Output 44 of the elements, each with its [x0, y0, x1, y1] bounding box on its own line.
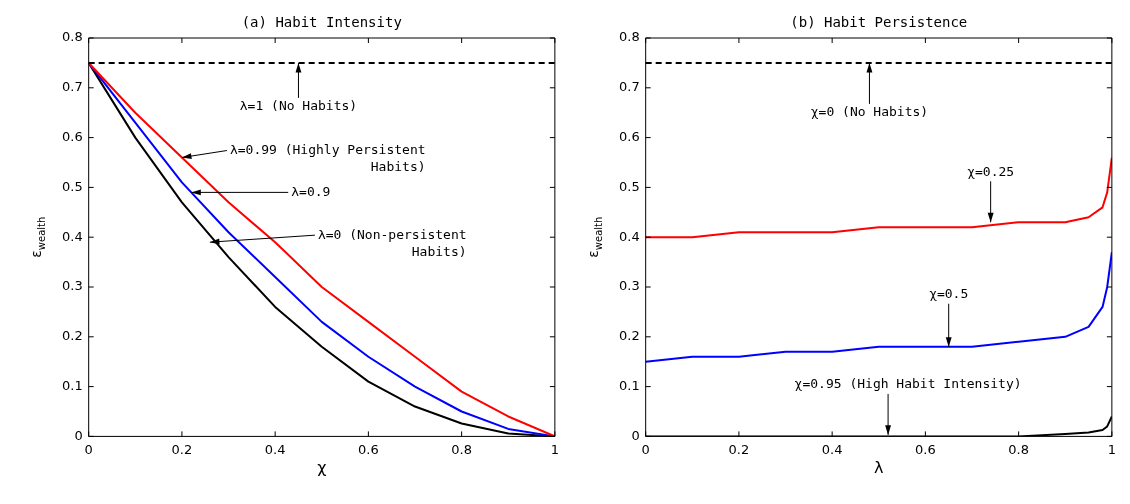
y-tick-label: 0.4 [61, 228, 83, 244]
y-tick-label: 0.8 [61, 29, 83, 45]
y-tick-label: 0.4 [618, 228, 640, 244]
y-tick-label: 0.6 [618, 128, 640, 144]
x-tick-label: 0.4 [264, 441, 286, 457]
x-tick-label: 0.8 [451, 441, 472, 457]
y-tick-label: 0.5 [61, 178, 83, 194]
x-tick-label: 0.8 [1008, 441, 1029, 457]
x-axis-title: χ [317, 457, 327, 477]
y-tick-label: 0.6 [61, 128, 83, 144]
y-tick-label: 0.8 [618, 29, 640, 45]
x-tick-label: 0.2 [171, 441, 193, 457]
annotation: λ=1 (No Habits) [239, 98, 358, 114]
annotation: χ=0.5 [929, 286, 969, 302]
x-tick-label: 0 [84, 441, 93, 457]
y-tick-label: 0.2 [618, 328, 640, 344]
y-tick-label: 0 [74, 427, 83, 443]
x-tick-label: 1 [1107, 441, 1117, 457]
x-tick-label: 0.4 [821, 441, 843, 457]
y-tick-label: 0.1 [61, 377, 83, 393]
annotation: χ=0 (No Habits) [810, 104, 929, 120]
x-tick-label: 1 [550, 441, 560, 457]
y-axis-title: εwealth [27, 216, 47, 258]
annotation: λ=0.9 [291, 183, 331, 199]
x-tick-label: 0 [641, 441, 650, 457]
x-tick-label: 0.6 [358, 441, 379, 457]
y-tick-label: 0.3 [618, 278, 640, 294]
annotation: λ=0 (Non-persistent Habits) [317, 226, 467, 259]
annotation: χ=0.25 [967, 163, 1015, 179]
y-tick-label: 0.3 [61, 278, 83, 294]
x-tick-label: 0.2 [728, 441, 750, 457]
y-tick-label: 0.7 [618, 79, 640, 95]
chart-title: (b) Habit Persistence [790, 13, 968, 30]
chart-title: (a) Habit Intensity [241, 13, 402, 30]
y-tick-label: 0 [631, 427, 640, 443]
y-tick-label: 0.5 [618, 178, 640, 194]
y-tick-label: 0.2 [61, 328, 83, 344]
x-tick-label: 0.6 [915, 441, 936, 457]
annotation: χ=0.95 (High Habit Intensity) [794, 376, 1022, 392]
y-axis-title: εwealth [584, 216, 604, 258]
annotation: λ=0.99 (Highly Persistent Habits) [229, 141, 426, 174]
x-axis-title: λ [874, 457, 884, 477]
y-tick-label: 0.7 [61, 79, 83, 95]
y-tick-label: 0.1 [618, 377, 640, 393]
